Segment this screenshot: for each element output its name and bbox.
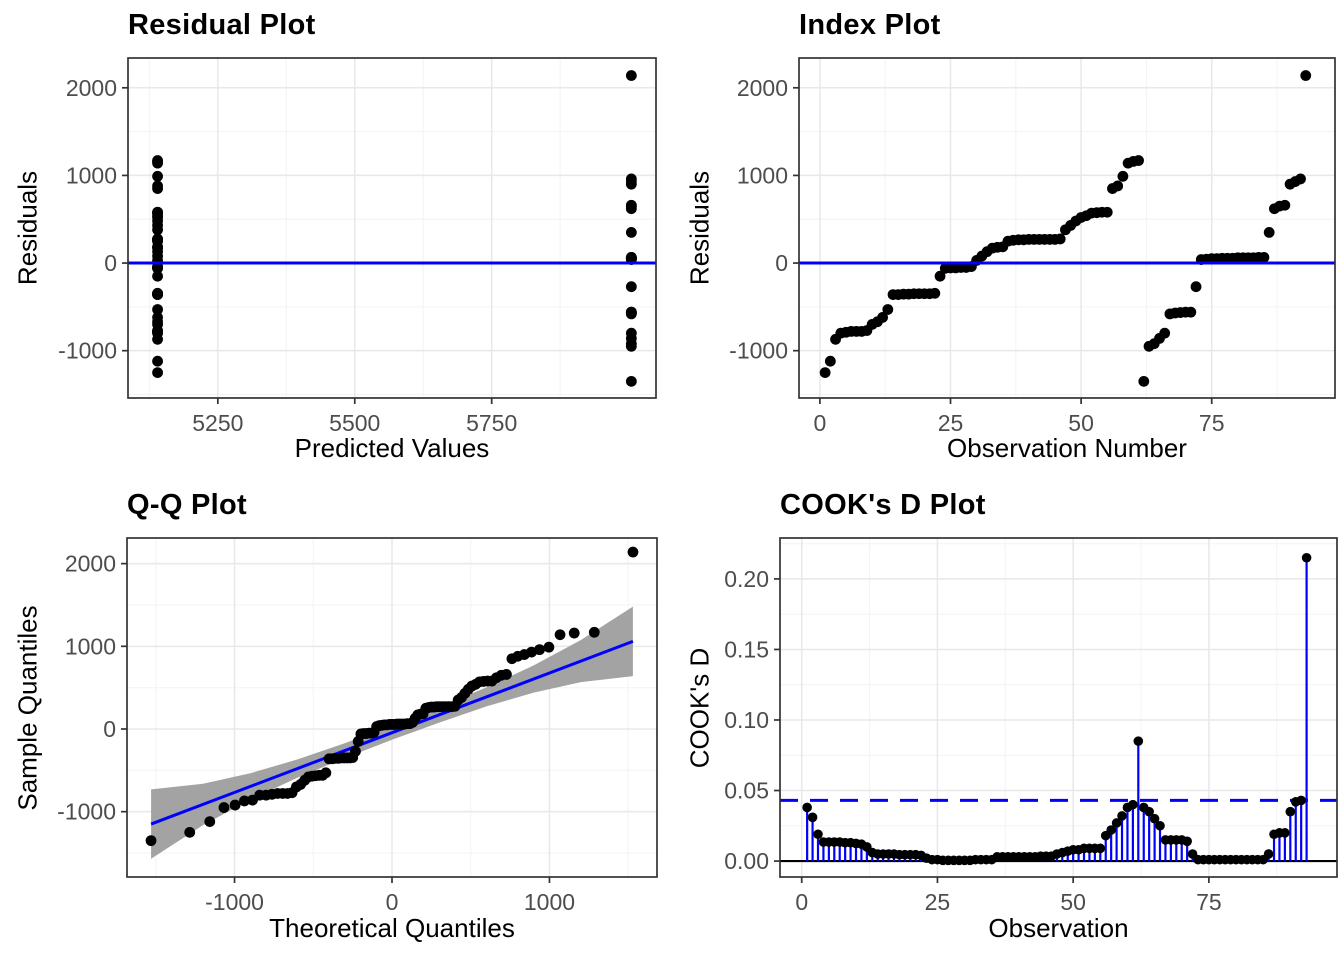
svg-text:0.20: 0.20	[724, 566, 769, 592]
qq-plot-panel: Q-Q Plot -1000 0 1000 -1000 0 1000 2000 Theore…	[0, 480, 672, 960]
svg-text:1000: 1000	[65, 633, 116, 659]
qq-plot-xlabel: Theoretical Quantiles	[269, 913, 515, 943]
residual-plot-panel: Residual Plot 5250 5500 5750 -1000 0 1000 2000…	[0, 0, 672, 480]
svg-text:75: 75	[1196, 889, 1222, 915]
cooks-d-plot-title: COOK's D Plot	[780, 489, 986, 521]
svg-text:0.15: 0.15	[724, 636, 769, 662]
qq-plot-chart: -1000 0 1000 -1000 0 1000 2000	[57, 537, 658, 915]
svg-text:0: 0	[104, 250, 117, 276]
svg-text:75: 75	[1199, 410, 1225, 436]
svg-text:1000: 1000	[524, 889, 575, 915]
svg-text:50: 50	[1060, 889, 1086, 915]
svg-text:25: 25	[938, 410, 964, 436]
cooks-d-plot-chart: 0 25 50 75 0.00 0.05 0.10 0.15 0.20	[724, 537, 1338, 915]
svg-text:0: 0	[103, 716, 116, 742]
index-plot-title: Index Plot	[799, 9, 941, 41]
residual-plot-ylabel: Residuals	[12, 170, 43, 286]
svg-text:-1000: -1000	[729, 338, 788, 364]
svg-text:-1000: -1000	[205, 889, 264, 915]
svg-text:2000: 2000	[66, 75, 117, 101]
cooks-d-plot-ylabel: COOK's D	[684, 647, 715, 768]
svg-text:0: 0	[795, 889, 808, 915]
index-plot-chart: 0 25 50 75 -1000 0 1000 2000	[729, 57, 1336, 436]
qq-plot-title: Q-Q Plot	[127, 489, 247, 521]
svg-text:-1000: -1000	[57, 799, 116, 825]
svg-text:0.10: 0.10	[724, 707, 769, 733]
svg-text:-1000: -1000	[58, 338, 117, 364]
qq-plot-ylabel: Sample Quantiles	[12, 604, 43, 811]
svg-text:5500: 5500	[329, 410, 380, 436]
residual-plot-title: Residual Plot	[128, 9, 316, 41]
index-plot-xlabel: Observation Number	[947, 433, 1187, 463]
svg-text:0: 0	[775, 250, 788, 276]
svg-text:1000: 1000	[737, 162, 788, 188]
svg-text:2000: 2000	[65, 551, 116, 577]
cooks-d-plot-xlabel: Observation	[988, 913, 1129, 943]
cooks-d-plot-panel: COOK's D Plot 0 25 50 75 0.00 0.05 0.10 0.15 0.2…	[672, 480, 1344, 960]
index-plot-ylabel: Residuals	[684, 170, 715, 286]
residual-plot-chart: 5250 5500 5750 -1000 0 1000 2000	[58, 57, 657, 436]
svg-text:0.05: 0.05	[724, 778, 769, 804]
svg-text:0.00: 0.00	[724, 848, 769, 874]
svg-text:2000: 2000	[737, 75, 788, 101]
svg-text:0: 0	[386, 889, 399, 915]
svg-text:0: 0	[813, 410, 826, 436]
svg-text:1000: 1000	[66, 162, 117, 188]
residual-plot-xlabel: Predicted Values	[294, 433, 490, 463]
svg-text:5750: 5750	[466, 410, 517, 436]
index-plot-panel: Index Plot 0 25 50 75 -1000 0 1000 2000 Observa…	[672, 0, 1344, 480]
svg-text:50: 50	[1068, 410, 1094, 436]
svg-text:5250: 5250	[192, 410, 243, 436]
svg-text:25: 25	[925, 889, 951, 915]
